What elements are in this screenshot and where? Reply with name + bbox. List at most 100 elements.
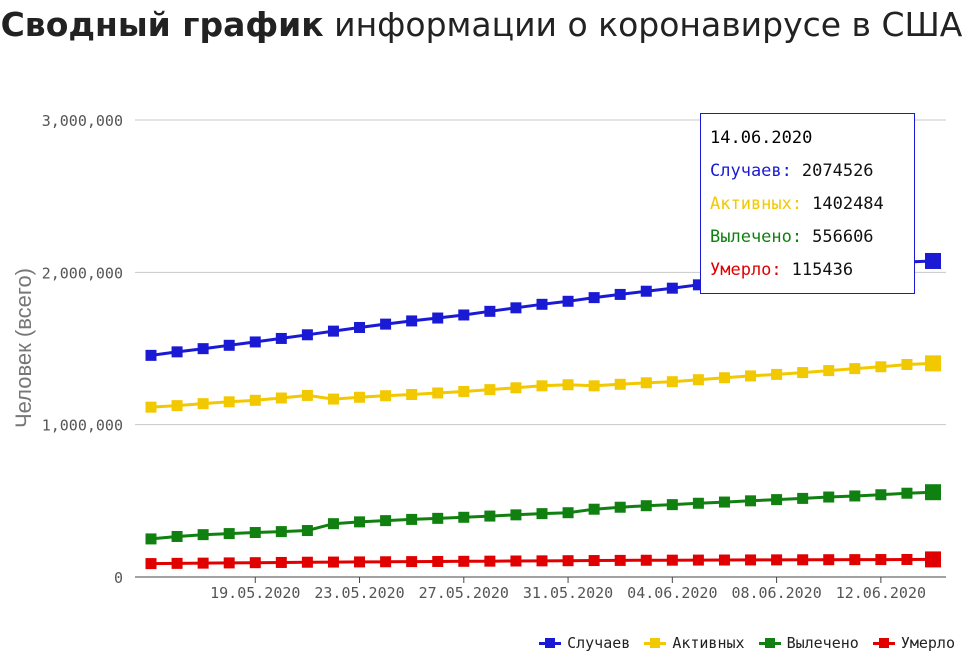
data-point <box>327 556 339 568</box>
data-point <box>301 556 313 568</box>
data-point <box>875 554 887 566</box>
data-point <box>925 484 941 501</box>
data-point <box>797 492 809 504</box>
tooltip-row-deaths: Умерло: 115436 <box>710 254 914 287</box>
data-point <box>901 358 913 370</box>
data-point <box>458 385 470 397</box>
data-point <box>301 389 313 401</box>
data-point <box>171 400 183 412</box>
tooltip-row-cases: Случаев: 2074526 <box>710 155 914 188</box>
data-point <box>666 554 678 566</box>
data-point <box>849 490 861 502</box>
data-point <box>771 494 783 506</box>
data-point <box>354 516 366 528</box>
legend-swatch <box>644 637 667 648</box>
tooltip-row-active: Активных: 1402484 <box>710 188 914 221</box>
data-point <box>171 346 183 358</box>
data-point <box>380 515 392 527</box>
data-point <box>614 378 626 390</box>
x-tick-label: 12.06.2020 <box>836 584 926 602</box>
data-point <box>692 374 704 386</box>
data-point <box>354 321 366 333</box>
data-point <box>406 556 418 568</box>
data-point <box>458 309 470 321</box>
data-point <box>406 315 418 327</box>
legend-item-recovered[interactable]: Вылечено <box>758 632 859 654</box>
data-point <box>432 387 444 399</box>
data-point <box>692 279 704 291</box>
data-point <box>406 389 418 401</box>
data-point <box>249 394 261 406</box>
data-point <box>406 513 418 525</box>
tooltip-value: 115436 <box>791 260 854 280</box>
x-tick-label: 31.05.2020 <box>523 584 613 602</box>
x-tick-label: 23.05.2020 <box>314 584 404 602</box>
data-point <box>925 551 941 568</box>
data-point <box>197 343 209 355</box>
chart-title-bold: Сводный график <box>0 5 324 44</box>
data-point <box>588 555 600 567</box>
data-point <box>666 499 678 511</box>
tooltip-row-recovered: Вылечено: 556606 <box>710 221 914 254</box>
data-point <box>458 555 470 567</box>
data-point <box>354 391 366 403</box>
data-point <box>275 392 287 404</box>
data-point <box>901 487 913 499</box>
data-point <box>275 526 287 538</box>
data-point <box>718 372 730 384</box>
legend-swatch <box>872 637 895 648</box>
data-point <box>588 503 600 515</box>
tooltip-value: 1402484 <box>812 194 884 214</box>
data-point <box>718 496 730 508</box>
data-point <box>510 302 522 314</box>
data-point <box>640 285 652 297</box>
data-point <box>432 512 444 524</box>
data-point <box>745 554 757 566</box>
data-point <box>745 370 757 382</box>
y-tick-label: 0 <box>114 569 123 587</box>
legend-item-deaths[interactable]: Умерло <box>872 632 955 654</box>
data-point <box>327 518 339 530</box>
data-point <box>745 495 757 507</box>
data-point <box>301 525 313 537</box>
legend-label: Умерло <box>900 634 955 652</box>
data-point <box>614 288 626 300</box>
x-tick-label: 19.05.2020 <box>210 584 300 602</box>
data-point <box>562 379 574 391</box>
data-point <box>275 556 287 568</box>
data-point <box>640 554 652 566</box>
legend-swatch <box>758 637 781 648</box>
data-point <box>875 489 887 501</box>
tooltip-date: 14.06.2020 <box>710 128 813 148</box>
data-point <box>692 554 704 566</box>
data-point <box>484 384 496 396</box>
data-point <box>380 556 392 568</box>
data-point <box>823 491 835 503</box>
data-point <box>223 528 235 540</box>
data-point <box>458 511 470 523</box>
data-point <box>249 336 261 348</box>
data-point <box>484 555 496 567</box>
data-point <box>327 325 339 337</box>
data-point <box>249 557 261 569</box>
data-point <box>484 305 496 317</box>
data-point <box>432 312 444 324</box>
legend-label: Случаев <box>567 634 631 652</box>
data-point <box>562 295 574 307</box>
legend-swatch <box>539 637 562 648</box>
data-point <box>223 339 235 351</box>
data-point <box>536 555 548 567</box>
tooltip-label: Умерло: <box>710 260 782 280</box>
data-point <box>925 355 941 372</box>
x-tick-label: 27.05.2020 <box>419 584 509 602</box>
data-point <box>510 555 522 567</box>
legend-item-cases[interactable]: Случаев <box>539 632 630 654</box>
legend-item-active[interactable]: Активных <box>644 632 745 654</box>
y-tick-label: 1,000,000 <box>42 417 123 435</box>
data-point <box>197 557 209 569</box>
data-point <box>145 533 157 545</box>
data-point <box>223 557 235 569</box>
data-point <box>275 332 287 344</box>
data-point <box>301 329 313 341</box>
